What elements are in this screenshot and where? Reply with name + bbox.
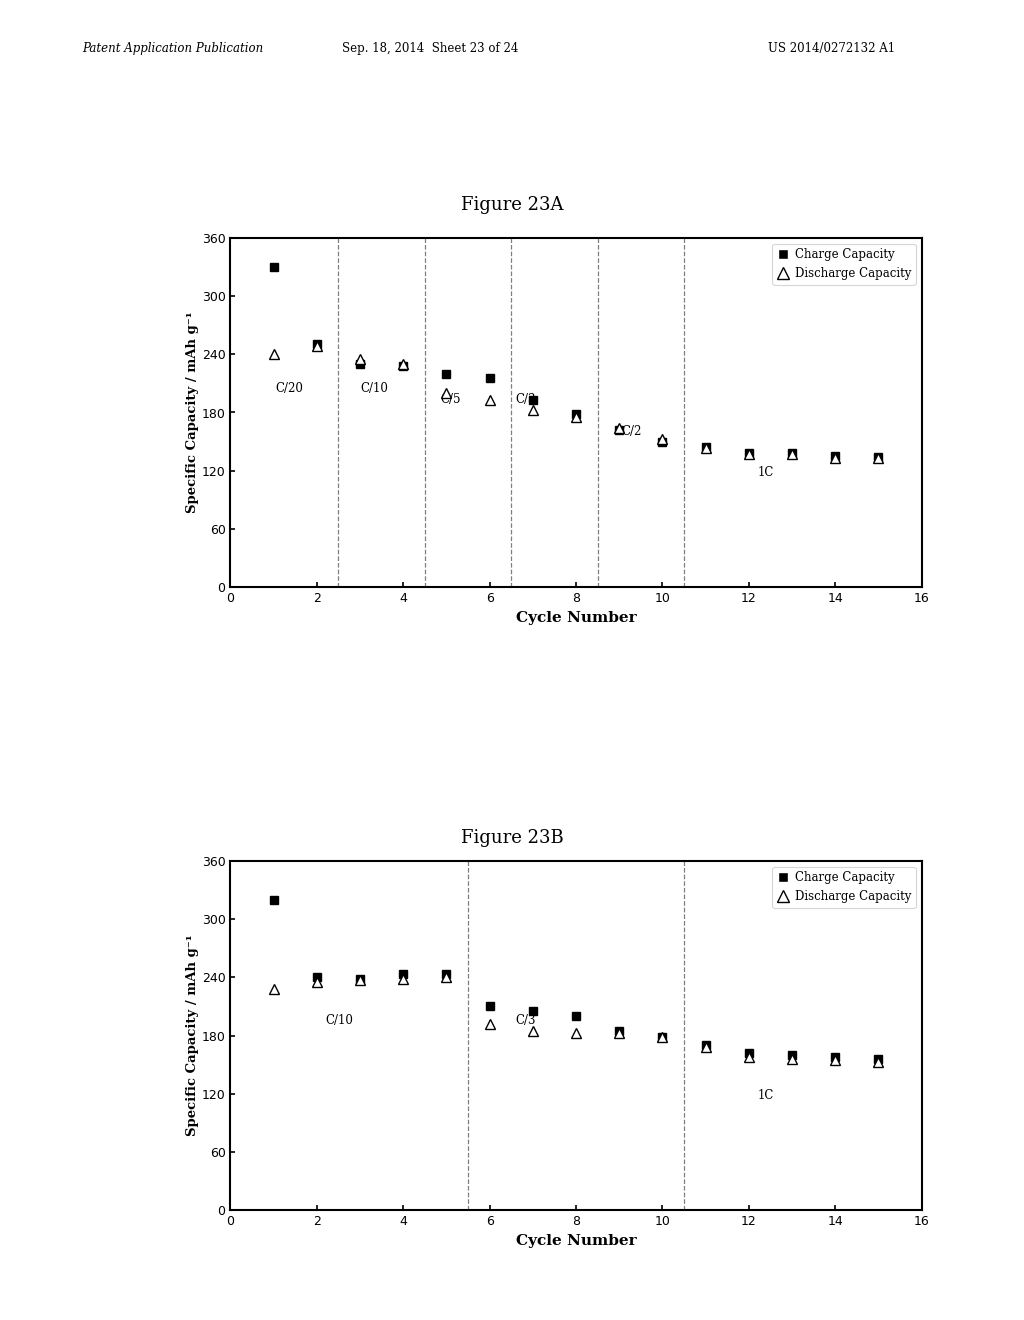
Text: C/3: C/3: [515, 393, 536, 407]
Text: Sep. 18, 2014  Sheet 23 of 24: Sep. 18, 2014 Sheet 23 of 24: [342, 42, 518, 55]
Text: C/10: C/10: [360, 381, 388, 395]
Text: Figure 23A: Figure 23A: [461, 195, 563, 214]
Y-axis label: Specific Capacity / mAh g⁻¹: Specific Capacity / mAh g⁻¹: [186, 312, 199, 513]
X-axis label: Cycle Number: Cycle Number: [516, 611, 636, 624]
Legend: Charge Capacity, Discharge Capacity: Charge Capacity, Discharge Capacity: [772, 866, 915, 908]
Text: C/10: C/10: [326, 1015, 353, 1027]
Text: C/5: C/5: [440, 393, 461, 407]
Text: C/2: C/2: [622, 425, 642, 438]
Y-axis label: Specific Capacity / mAh g⁻¹: Specific Capacity / mAh g⁻¹: [186, 935, 199, 1137]
Text: C/3: C/3: [515, 1015, 536, 1027]
Text: Figure 23B: Figure 23B: [461, 829, 563, 847]
Legend: Charge Capacity, Discharge Capacity: Charge Capacity, Discharge Capacity: [772, 243, 915, 285]
Text: 1C: 1C: [758, 1089, 774, 1102]
Text: C/20: C/20: [275, 381, 304, 395]
X-axis label: Cycle Number: Cycle Number: [516, 1234, 636, 1247]
Text: Patent Application Publication: Patent Application Publication: [82, 42, 263, 55]
Text: US 2014/0272132 A1: US 2014/0272132 A1: [768, 42, 895, 55]
Text: 1C: 1C: [758, 466, 774, 479]
